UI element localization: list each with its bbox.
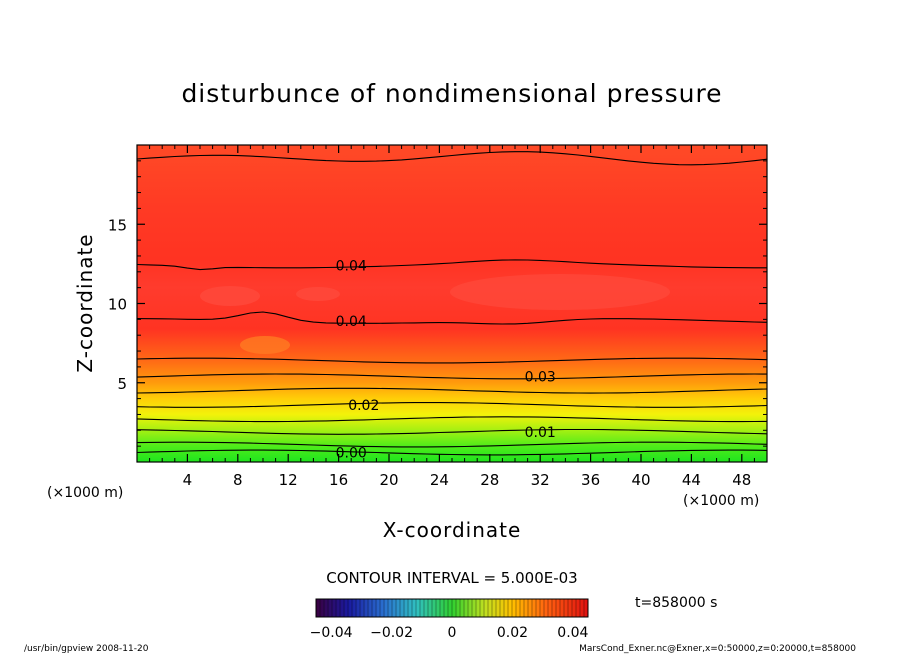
- colorbar-tick-label: 0.02: [497, 625, 528, 641]
- contour-lines: [137, 151, 767, 456]
- colorbar-tick-labels: −0.04 −0.02 0 0.02 0.04: [310, 625, 589, 641]
- colorbar-tick-label: 0: [448, 625, 457, 641]
- x-tick-label: 24: [430, 471, 449, 489]
- contour-label: 0.01: [525, 425, 556, 441]
- x-tick-label: 8: [233, 471, 243, 489]
- contour-line: [137, 428, 767, 435]
- colorbar-tick-label: 0.04: [557, 625, 588, 641]
- contour-line: [137, 402, 767, 408]
- field-highlights: [200, 274, 670, 354]
- contour-interval: CONTOUR INTERVAL = 5.000E-03: [326, 569, 577, 587]
- x-tick-label: 36: [581, 471, 600, 489]
- x-tick-label: 40: [631, 471, 650, 489]
- y-ticks: 5 10 15: [108, 160, 767, 447]
- contour-label: 0.04: [336, 314, 367, 330]
- x-tick-label: 4: [183, 471, 193, 489]
- contour-line: [137, 311, 767, 325]
- x-tick-label: 48: [732, 471, 751, 489]
- contour-line: [137, 441, 767, 448]
- contour-line: [137, 416, 767, 423]
- contour-labels: 0.00 0.01 0.02 0.03 0.04 0.04: [336, 258, 556, 461]
- plot-area: [137, 145, 767, 462]
- x-tick-label: 16: [329, 471, 348, 489]
- contour-line: [137, 357, 767, 364]
- x-tick-label: 32: [531, 471, 550, 489]
- colorbar-frame: [315, 598, 589, 618]
- colorbar-tick-label: −0.04: [310, 625, 353, 641]
- y-tick-label: 15: [108, 216, 127, 234]
- colorbar-tick-label: −0.02: [370, 625, 413, 641]
- contour-label: 0.04: [336, 258, 367, 274]
- colorbar: −0.04 −0.02 0 0.02 0.04: [310, 598, 589, 641]
- time-label: t=858000 s: [635, 595, 717, 611]
- contour-label: 0.00: [336, 445, 367, 461]
- x-tick-label: 20: [379, 471, 398, 489]
- footer-right: MarsCond_Exner.nc@Exner,x=0:50000,z=0:20…: [579, 644, 856, 654]
- x-tick-label: 28: [480, 471, 499, 489]
- x-axis-label: X-coordinate: [383, 518, 522, 542]
- contour-line: [137, 387, 767, 394]
- x-ticks: 4 8 12 16 20 24 28 32 36 40 44 48: [149, 145, 755, 489]
- y-axis-label: Z-coordinate: [73, 233, 97, 372]
- contour-line: [137, 259, 767, 271]
- chart-title: disturbunce of nondimensional pressure: [181, 79, 722, 108]
- contour-label: 0.03: [525, 369, 556, 385]
- contour-line: [137, 373, 767, 380]
- y-tick-label: 5: [117, 375, 127, 393]
- x-unit-right: (×1000 m): [683, 493, 759, 509]
- contour-line: [137, 449, 767, 456]
- footer-left: /usr/bin/gpview 2008-11-20: [24, 644, 149, 654]
- x-tick-label: 12: [279, 471, 298, 489]
- x-tick-label: 44: [682, 471, 701, 489]
- y-tick-label: 10: [108, 296, 127, 314]
- contour-label: 0.02: [348, 398, 379, 414]
- contour-line: [137, 151, 767, 166]
- colorbar-stripes: [315, 599, 585, 617]
- x-unit-left: (×1000 m): [47, 485, 123, 501]
